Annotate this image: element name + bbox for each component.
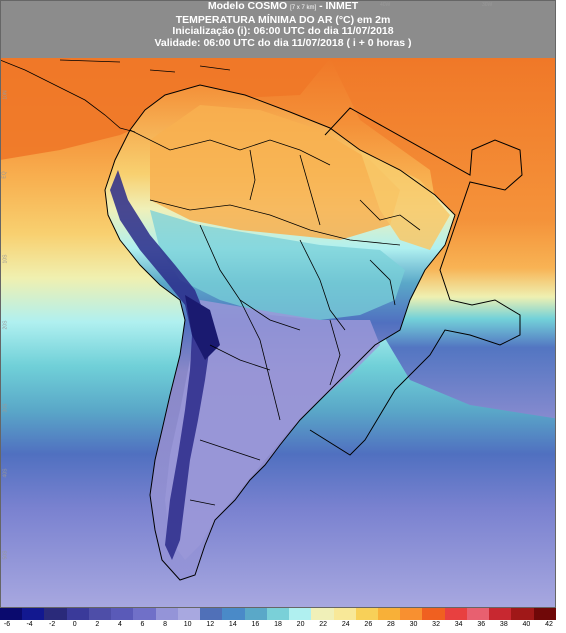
central-america-coast xyxy=(0,59,136,133)
institute-label: - INMET xyxy=(319,0,359,12)
legend-tick-label: 4 xyxy=(117,621,122,628)
initialization-line: Inicialização (i): 06:00 UTC do dia 11/0… xyxy=(172,25,394,37)
legend-swatch xyxy=(444,608,467,620)
legend-swatch xyxy=(400,608,423,620)
legend-tick-label: 10 xyxy=(183,621,192,628)
legend-tick-label: 30 xyxy=(409,621,418,628)
right-margin xyxy=(556,0,566,608)
legend-tick-label: 8 xyxy=(163,621,168,628)
southern-cold-region xyxy=(165,300,380,560)
legend-tick-label: 32 xyxy=(432,621,440,628)
legend-swatch xyxy=(355,608,378,620)
legend-tick-label: 40 xyxy=(522,621,531,628)
model-domain-boundary xyxy=(309,107,523,456)
legend-swatch xyxy=(222,608,245,620)
title-line-2: TEMPERATURA MÍNIMA DO AR (°C) em 2m xyxy=(175,13,391,26)
legend-tick-label: 16 xyxy=(251,621,260,628)
legend-tick-label: 0 xyxy=(72,621,77,628)
legend-tick-label: -4 xyxy=(26,621,33,628)
legend-swatch xyxy=(489,608,512,620)
grid-label-lat: 10S xyxy=(2,254,9,264)
legend-tick-labels: -6 -4 -2 0 2 4 6 8 10 12 14 16 18 20 22 24 26 28 30 32 34 36 3… xyxy=(0,621,556,631)
legend-swatch xyxy=(377,608,401,620)
northeast-warm-region xyxy=(360,150,450,250)
legend-tick-label: 38 xyxy=(499,621,508,628)
legend-tick-label: 26 xyxy=(364,621,373,628)
legend-tick-label: 42 xyxy=(545,621,553,628)
legend-tick-label: 14 xyxy=(228,621,237,628)
central-mild-region xyxy=(150,210,405,320)
header-background xyxy=(0,0,566,58)
caribbean-islands xyxy=(59,59,231,73)
map-frame xyxy=(0,0,556,608)
grid-label-40w: 40W xyxy=(380,2,391,8)
resolution-label: [7 x 7 km] xyxy=(290,5,317,11)
legend-tick-label: 20 xyxy=(296,621,305,628)
legend-tick-label: 12 xyxy=(206,621,215,628)
amazon-warm-region xyxy=(150,105,400,240)
legend-tick-label: -6 xyxy=(3,621,11,628)
legend-swatch xyxy=(289,608,312,620)
legend-swatch xyxy=(200,608,223,620)
legend-swatch xyxy=(266,608,290,620)
legend-swatch xyxy=(44,608,67,620)
legend-tick-label: 36 xyxy=(477,621,486,628)
legend-swatch xyxy=(111,608,134,620)
legend-swatch xyxy=(422,608,445,620)
legend-swatch xyxy=(311,608,334,620)
grid-label-lat: 50S xyxy=(2,550,9,560)
grid-label-lat: 40S xyxy=(2,468,9,478)
legend-tick-label: -2 xyxy=(49,621,56,628)
legend-tick-label: 18 xyxy=(274,621,282,628)
grid-label-lat: 20S xyxy=(2,320,9,330)
legend-tick-label: 24 xyxy=(341,621,350,628)
legend-swatch xyxy=(466,608,490,620)
legend-swatch xyxy=(66,608,89,620)
validity-line: Validade: 06:00 UTC do dia 11/07/2018 ( … xyxy=(154,36,412,49)
legend-swatch xyxy=(244,608,267,620)
legend-swatch xyxy=(22,608,45,620)
grid-label-30w: 30W xyxy=(482,2,493,8)
legend-swatch xyxy=(155,608,178,620)
country-borders xyxy=(129,129,421,506)
legend-swatch xyxy=(333,608,356,620)
coastline xyxy=(104,84,456,581)
temperature-map xyxy=(0,0,566,608)
legend-tick-label: 28 xyxy=(387,621,395,628)
altiplano-cold xyxy=(185,295,220,360)
legend-swatch xyxy=(511,608,534,620)
legend-tick-label: 34 xyxy=(454,621,463,628)
grid-label-lat: 30S xyxy=(2,403,9,413)
color-legend: -6 -4 -2 0 2 4 6 8 10 12 14 16 18 20 22 24 26 28 30 32 34 36 3… xyxy=(0,608,566,633)
legend-swatch xyxy=(133,608,156,620)
legend-tick-label: 22 xyxy=(319,621,328,628)
legend-swatch xyxy=(177,608,201,620)
map-title-block: Modelo COSMO [7 x 7 km] - INMET TEMPERAT… xyxy=(0,0,566,58)
legend-swatch xyxy=(88,608,112,620)
legend-color-bar xyxy=(0,608,556,620)
legend-tick-label: 2 xyxy=(95,621,100,628)
legend-swatch xyxy=(533,608,556,620)
model-name: Modelo COSMO xyxy=(207,0,288,12)
grid-label-lat: EQ xyxy=(1,171,8,179)
title-line-1: Modelo COSMO [7 x 7 km] - INMET xyxy=(0,0,566,15)
grid-label-lat: 10N xyxy=(2,90,9,100)
legend-tick-label: 6 xyxy=(140,621,145,628)
andes-cold-band xyxy=(110,170,210,560)
legend-swatch xyxy=(0,608,23,620)
